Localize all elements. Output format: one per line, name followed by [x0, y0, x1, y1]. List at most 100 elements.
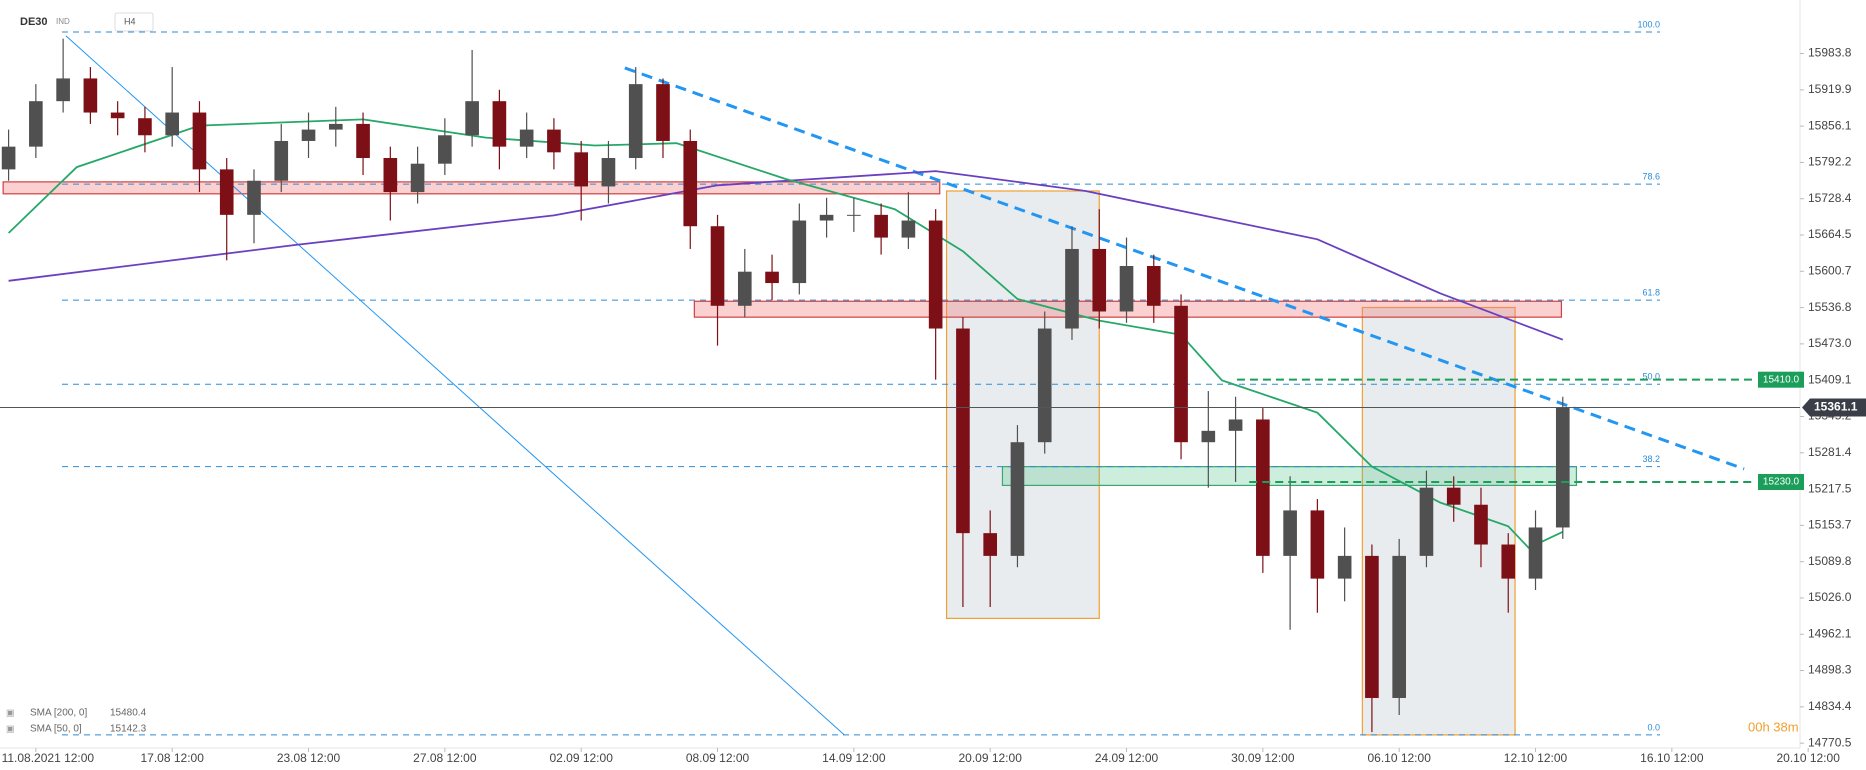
legend-name: SMA [50, 0]	[30, 724, 82, 735]
y-tick-label: 14898.3	[1808, 663, 1852, 677]
candle-body	[1528, 527, 1543, 579]
legend-icon: ▣	[6, 707, 15, 717]
y-tick-label: 15600.7	[1808, 263, 1852, 277]
candle-body	[1092, 248, 1107, 312]
candle-body	[410, 163, 425, 193]
x-tick-label: 16.10 12:00	[1640, 751, 1704, 765]
timeframe[interactable]: H4	[124, 16, 136, 26]
fib-label: 0.0	[1647, 722, 1660, 732]
y-tick-label: 15536.8	[1808, 300, 1852, 314]
x-tick-label: 20.10 12:00	[1776, 751, 1840, 765]
y-tick-label: 15281.4	[1808, 445, 1852, 459]
y-tick-label: 15026.0	[1808, 590, 1852, 604]
candle-body	[1228, 419, 1243, 431]
candle-body	[274, 140, 289, 181]
legend-value: 15142.3	[110, 724, 147, 735]
x-tick-label: 02.09 12:00	[549, 751, 613, 765]
x-tick-label: 14.09 12:00	[822, 751, 886, 765]
level-label: 15230.0	[1763, 477, 1800, 488]
zone	[2, 181, 941, 195]
candle-body	[1146, 266, 1161, 306]
y-tick-label: 14962.1	[1808, 626, 1852, 640]
candle-body	[383, 158, 398, 193]
timeframe-box[interactable]	[114, 12, 154, 32]
candle-body	[1037, 328, 1052, 443]
x-tick-label: 23.08 12:00	[277, 751, 341, 765]
candle-body	[1337, 555, 1352, 579]
candle-body	[1419, 487, 1434, 556]
candle-body	[1474, 504, 1488, 545]
candle-body	[1283, 510, 1297, 556]
candle-body	[956, 328, 970, 534]
candle-body	[983, 533, 998, 556]
candle-body	[1119, 266, 1134, 312]
candle-body	[1174, 305, 1188, 443]
candle-body	[192, 112, 207, 170]
candle-body	[547, 129, 561, 153]
y-tick-label: 15919.9	[1808, 82, 1852, 96]
candle-body	[792, 220, 807, 284]
y-tick-label: 15153.7	[1808, 518, 1852, 532]
symbol: DE30	[20, 16, 48, 28]
fib-label: 50.0	[1642, 372, 1660, 382]
x-tick-label: 06.10 12:00	[1367, 751, 1431, 765]
y-tick-label: 15217.5	[1808, 481, 1852, 495]
x-tick-label: 30.09 12:00	[1231, 751, 1295, 765]
candle-body	[465, 101, 479, 136]
x-tick-label: 20.09 12:00	[958, 751, 1022, 765]
candle-body	[1446, 487, 1461, 505]
legend-value: 15480.4	[110, 708, 147, 719]
candle-body	[874, 214, 888, 238]
candle-body	[601, 158, 616, 187]
candle-body	[165, 112, 180, 136]
candle-body	[656, 84, 670, 141]
y-tick-label: 15409.1	[1808, 372, 1852, 386]
x-tick-label: 27.08 12:00	[413, 751, 477, 765]
countdown: 00h 38m	[1748, 719, 1799, 734]
legend-icon: ▣	[6, 723, 15, 733]
candle-body	[1555, 407, 1570, 528]
y-tick-label: 15473.0	[1808, 336, 1852, 350]
candle-body	[492, 101, 507, 147]
fib-label: 100.0	[1637, 19, 1660, 29]
x-tick-label: 12.10 12:00	[1504, 751, 1568, 765]
candle-body	[737, 271, 752, 306]
fib-label: 61.8	[1642, 287, 1660, 297]
last-price-label: 15361.1	[1814, 400, 1858, 414]
candle-body	[683, 140, 698, 227]
candle-body	[219, 169, 234, 215]
x-tick-label: 17.08 12:00	[140, 751, 204, 765]
level-badge	[1758, 473, 1804, 490]
y-tick-label: 15089.8	[1808, 554, 1852, 568]
candle-body	[628, 84, 643, 159]
indicator-line	[8, 170, 1564, 341]
candle-body	[1310, 510, 1325, 579]
candle-body	[438, 135, 452, 164]
candle-body	[1065, 248, 1079, 329]
y-tick-label: 14834.4	[1808, 699, 1852, 713]
candle-body	[901, 220, 916, 238]
y-tick-label: 15856.1	[1808, 118, 1852, 132]
candle-body	[247, 180, 261, 215]
y-tick-label: 15983.8	[1808, 46, 1852, 60]
candle-body	[710, 226, 725, 306]
zone	[1001, 466, 1578, 487]
candle-body	[1201, 430, 1216, 443]
candle-body	[1, 146, 16, 170]
candle-body	[574, 152, 589, 187]
candle-body	[110, 112, 125, 119]
candle-body	[301, 129, 316, 141]
x-tick-label: 24.09 12:00	[1095, 751, 1159, 765]
trendline	[624, 66, 1745, 471]
candle-body	[519, 129, 534, 147]
candle-body	[328, 123, 343, 130]
level-label: 15410.0	[1763, 374, 1800, 385]
x-tick-label: 11.08.2021 12:00	[2, 751, 95, 765]
legend-name: SMA [200, 0]	[30, 708, 87, 719]
last-price-badge	[1802, 398, 1866, 417]
candle-body	[819, 214, 834, 221]
candle-body	[1010, 442, 1025, 556]
instrument-type[interactable]: IND	[56, 17, 70, 26]
candle-body	[56, 78, 70, 102]
